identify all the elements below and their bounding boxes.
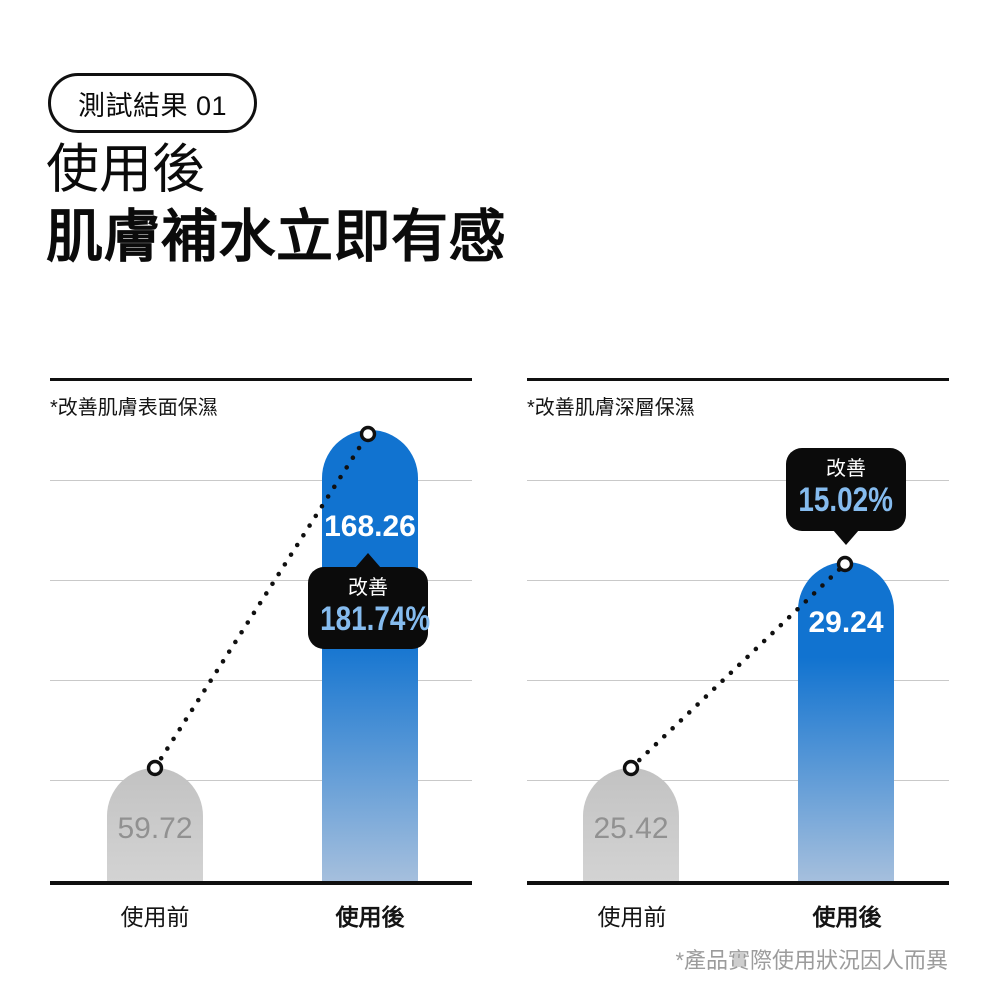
improvement-value: 15.02% (798, 481, 894, 519)
improvement-callout: 改善 15.02% (786, 448, 906, 545)
panel-top-rule (50, 378, 472, 381)
gridline (527, 580, 949, 581)
bar-before: 25.42 (583, 768, 679, 881)
gridline (527, 480, 949, 481)
chart-panel-surface-hydration: *改善肌膚表面保濕 59.72 168.26 改善 181.74% 使用前 使用… (50, 378, 472, 938)
x-label-after: 使用後 (812, 904, 882, 930)
improvement-label: 改善 (348, 577, 388, 599)
x-label-before: 使用前 (120, 904, 190, 930)
bar-before-value: 59.72 (117, 812, 193, 845)
callout-arrow-up-icon (355, 553, 381, 568)
bar-after: 29.24 (798, 562, 894, 881)
bar-before: 59.72 (107, 768, 203, 881)
bar-after: 168.26 (322, 430, 418, 881)
bar-after-value: 168.26 (324, 510, 416, 543)
improvement-value: 181.74% (320, 600, 431, 638)
x-axis-line (50, 881, 472, 885)
improvement-callout: 改善 181.74% (308, 553, 431, 649)
bar-after-value: 29.24 (808, 606, 884, 639)
gridline (50, 780, 472, 781)
title-line-2: 肌膚補水立即有感 (46, 204, 506, 269)
title-line-1: 使用後 (46, 140, 205, 199)
x-label-after: 使用後 (335, 904, 405, 930)
test-result-badge: 測試結果 01 (48, 73, 258, 133)
page-title: 使用後 肌膚補水立即有感 (46, 138, 506, 272)
chart-caption: *改善肌膚表面保濕 (50, 397, 218, 419)
chart-caption: *改善肌膚深層保濕 (527, 397, 695, 419)
improvement-label: 改善 (826, 458, 866, 480)
panel-top-rule (527, 378, 949, 381)
chart-panel-deep-hydration: *改善肌膚深層保濕 25.42 29.24 改善 15.02% 使用前 使用後 (527, 378, 949, 938)
x-label-before: 使用前 (597, 904, 667, 930)
x-axis-line (527, 881, 949, 885)
callout-arrow-down-icon (833, 530, 859, 545)
bar-before-value: 25.42 (593, 812, 669, 845)
disclaimer-footnote: *產品實際使用狀況因人而異 (675, 948, 948, 973)
gridline (527, 780, 949, 781)
